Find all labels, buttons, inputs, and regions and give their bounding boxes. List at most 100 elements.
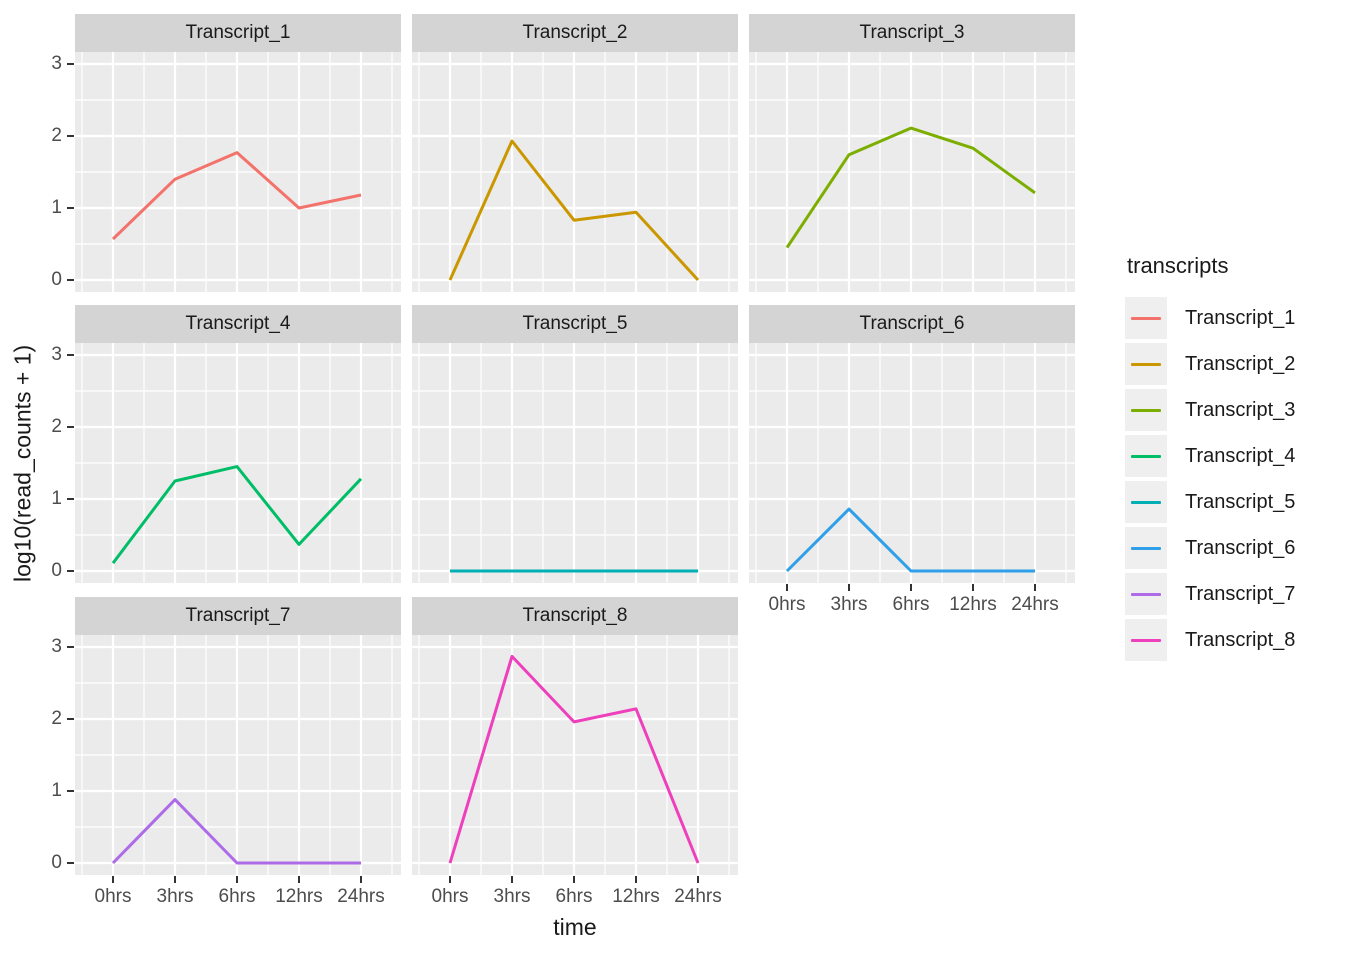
y-axis-title: log10(read_counts + 1) bbox=[9, 344, 36, 583]
legend-entry-label: Transcript_6 bbox=[1185, 536, 1296, 559]
legend-entry: Transcript_1 bbox=[1125, 297, 1295, 339]
x-axis-tick bbox=[174, 876, 176, 883]
facet-strip: Transcript_8 bbox=[412, 597, 738, 635]
x-axis-tick bbox=[1034, 584, 1036, 591]
y-axis-tick bbox=[67, 207, 74, 209]
x-axis-title: time bbox=[553, 914, 597, 940]
x-tick-label: 24hrs bbox=[1011, 594, 1059, 615]
legend-entry: Transcript_8 bbox=[1125, 619, 1295, 661]
legend-key bbox=[1125, 573, 1167, 615]
legend-entry-label: Transcript_3 bbox=[1185, 398, 1296, 421]
legend-entry: Transcript_7 bbox=[1125, 573, 1295, 615]
legend-key bbox=[1125, 343, 1167, 385]
facet-strip: Transcript_6 bbox=[749, 305, 1075, 343]
legend-key-line-icon bbox=[1131, 362, 1161, 366]
legend-key-line-icon bbox=[1131, 638, 1161, 642]
y-tick-label: 3 bbox=[51, 344, 62, 365]
x-tick-label: 12hrs bbox=[612, 886, 660, 907]
legend-entries: Transcript_1 Transcript_2 Transcript_3 Tran… bbox=[1125, 297, 1295, 661]
legend-entry-label: Transcript_5 bbox=[1185, 490, 1296, 513]
legend-key-line-icon bbox=[1131, 546, 1161, 550]
y-axis-tick bbox=[67, 354, 74, 356]
legend-entry: Transcript_6 bbox=[1125, 527, 1295, 569]
legend-entry-label: Transcript_4 bbox=[1185, 444, 1296, 467]
y-axis-tick bbox=[67, 790, 74, 792]
y-tick-label: 2 bbox=[51, 708, 62, 729]
legend-entry: Transcript_4 bbox=[1125, 435, 1295, 477]
y-axis-tick bbox=[67, 718, 74, 720]
x-tick-label: 24hrs bbox=[674, 886, 722, 907]
x-axis-tick bbox=[786, 584, 788, 591]
legend-entry-label: Transcript_8 bbox=[1185, 628, 1296, 651]
y-axis-tick bbox=[67, 570, 74, 572]
legend-entry-label: Transcript_1 bbox=[1185, 306, 1296, 329]
y-tick-label: 1 bbox=[51, 197, 62, 218]
facet-strip: Transcript_1 bbox=[75, 14, 401, 52]
facet-strip: Transcript_2 bbox=[412, 14, 738, 52]
x-axis-tick bbox=[298, 876, 300, 883]
y-tick-label: 3 bbox=[51, 53, 62, 74]
y-tick-label: 3 bbox=[51, 636, 62, 657]
facet-strip: Transcript_3 bbox=[749, 14, 1075, 52]
legend-key bbox=[1125, 389, 1167, 431]
x-tick-label: 3hrs bbox=[830, 594, 868, 615]
legend-entry: Transcript_5 bbox=[1125, 481, 1295, 523]
legend-key-line-icon bbox=[1131, 316, 1161, 320]
facet-plot-area bbox=[412, 52, 738, 292]
legend-key bbox=[1125, 297, 1167, 339]
legend-key bbox=[1125, 527, 1167, 569]
x-axis-tick bbox=[573, 876, 575, 883]
x-tick-label: 6hrs bbox=[218, 886, 256, 907]
y-axis-tick bbox=[67, 862, 74, 864]
x-tick-label: 3hrs bbox=[156, 886, 194, 907]
legend-key bbox=[1125, 435, 1167, 477]
facet-strip: Transcript_5 bbox=[412, 305, 738, 343]
x-axis-tick bbox=[972, 584, 974, 591]
legend-entry: Transcript_3 bbox=[1125, 389, 1295, 431]
x-tick-label: 6hrs bbox=[892, 594, 930, 615]
legend-key-line-icon bbox=[1131, 500, 1161, 504]
x-tick-label: 12hrs bbox=[275, 886, 323, 907]
y-axis-tick bbox=[67, 426, 74, 428]
x-axis-tick bbox=[236, 876, 238, 883]
facet-plot-area bbox=[412, 343, 738, 583]
x-axis-tick bbox=[910, 584, 912, 591]
facet-plot-area bbox=[749, 343, 1075, 583]
x-tick-label: 0hrs bbox=[768, 594, 806, 615]
x-tick-label: 0hrs bbox=[94, 886, 132, 907]
x-tick-label: 24hrs bbox=[337, 886, 385, 907]
x-tick-label: 6hrs bbox=[555, 886, 593, 907]
y-axis-tick bbox=[67, 498, 74, 500]
facet-strip: Transcript_7 bbox=[75, 597, 401, 635]
legend-entry: Transcript_2 bbox=[1125, 343, 1295, 385]
x-axis-tick bbox=[848, 584, 850, 591]
y-axis-tick bbox=[67, 135, 74, 137]
y-tick-label: 0 bbox=[51, 269, 62, 290]
legend-title: transcripts bbox=[1127, 253, 1229, 278]
y-tick-label: 0 bbox=[51, 852, 62, 873]
x-tick-label: 12hrs bbox=[949, 594, 997, 615]
y-tick-label: 1 bbox=[51, 488, 62, 509]
legend-key-line-icon bbox=[1131, 454, 1161, 458]
facet-strip: Transcript_4 bbox=[75, 305, 401, 343]
x-axis-tick bbox=[635, 876, 637, 883]
facet-plot-area bbox=[749, 52, 1075, 292]
x-axis-tick bbox=[112, 876, 114, 883]
y-axis-tick bbox=[67, 646, 74, 648]
y-tick-label: 2 bbox=[51, 416, 62, 437]
facet-plot-area bbox=[75, 343, 401, 583]
x-axis-tick bbox=[697, 876, 699, 883]
x-axis-tick bbox=[511, 876, 513, 883]
legend-entry-label: Transcript_7 bbox=[1185, 582, 1296, 605]
x-tick-label: 0hrs bbox=[431, 886, 469, 907]
y-axis-tick bbox=[67, 63, 74, 65]
legend: transcripts Transcript_1 Transcript_2 Tran… bbox=[1125, 253, 1295, 665]
y-tick-label: 2 bbox=[51, 125, 62, 146]
x-tick-label: 3hrs bbox=[493, 886, 531, 907]
y-tick-label: 1 bbox=[51, 780, 62, 801]
facet-plot-area bbox=[75, 635, 401, 875]
facet-plot-area bbox=[412, 635, 738, 875]
legend-key-line-icon bbox=[1131, 408, 1161, 412]
legend-key-line-icon bbox=[1131, 592, 1161, 596]
y-axis-tick bbox=[67, 279, 74, 281]
